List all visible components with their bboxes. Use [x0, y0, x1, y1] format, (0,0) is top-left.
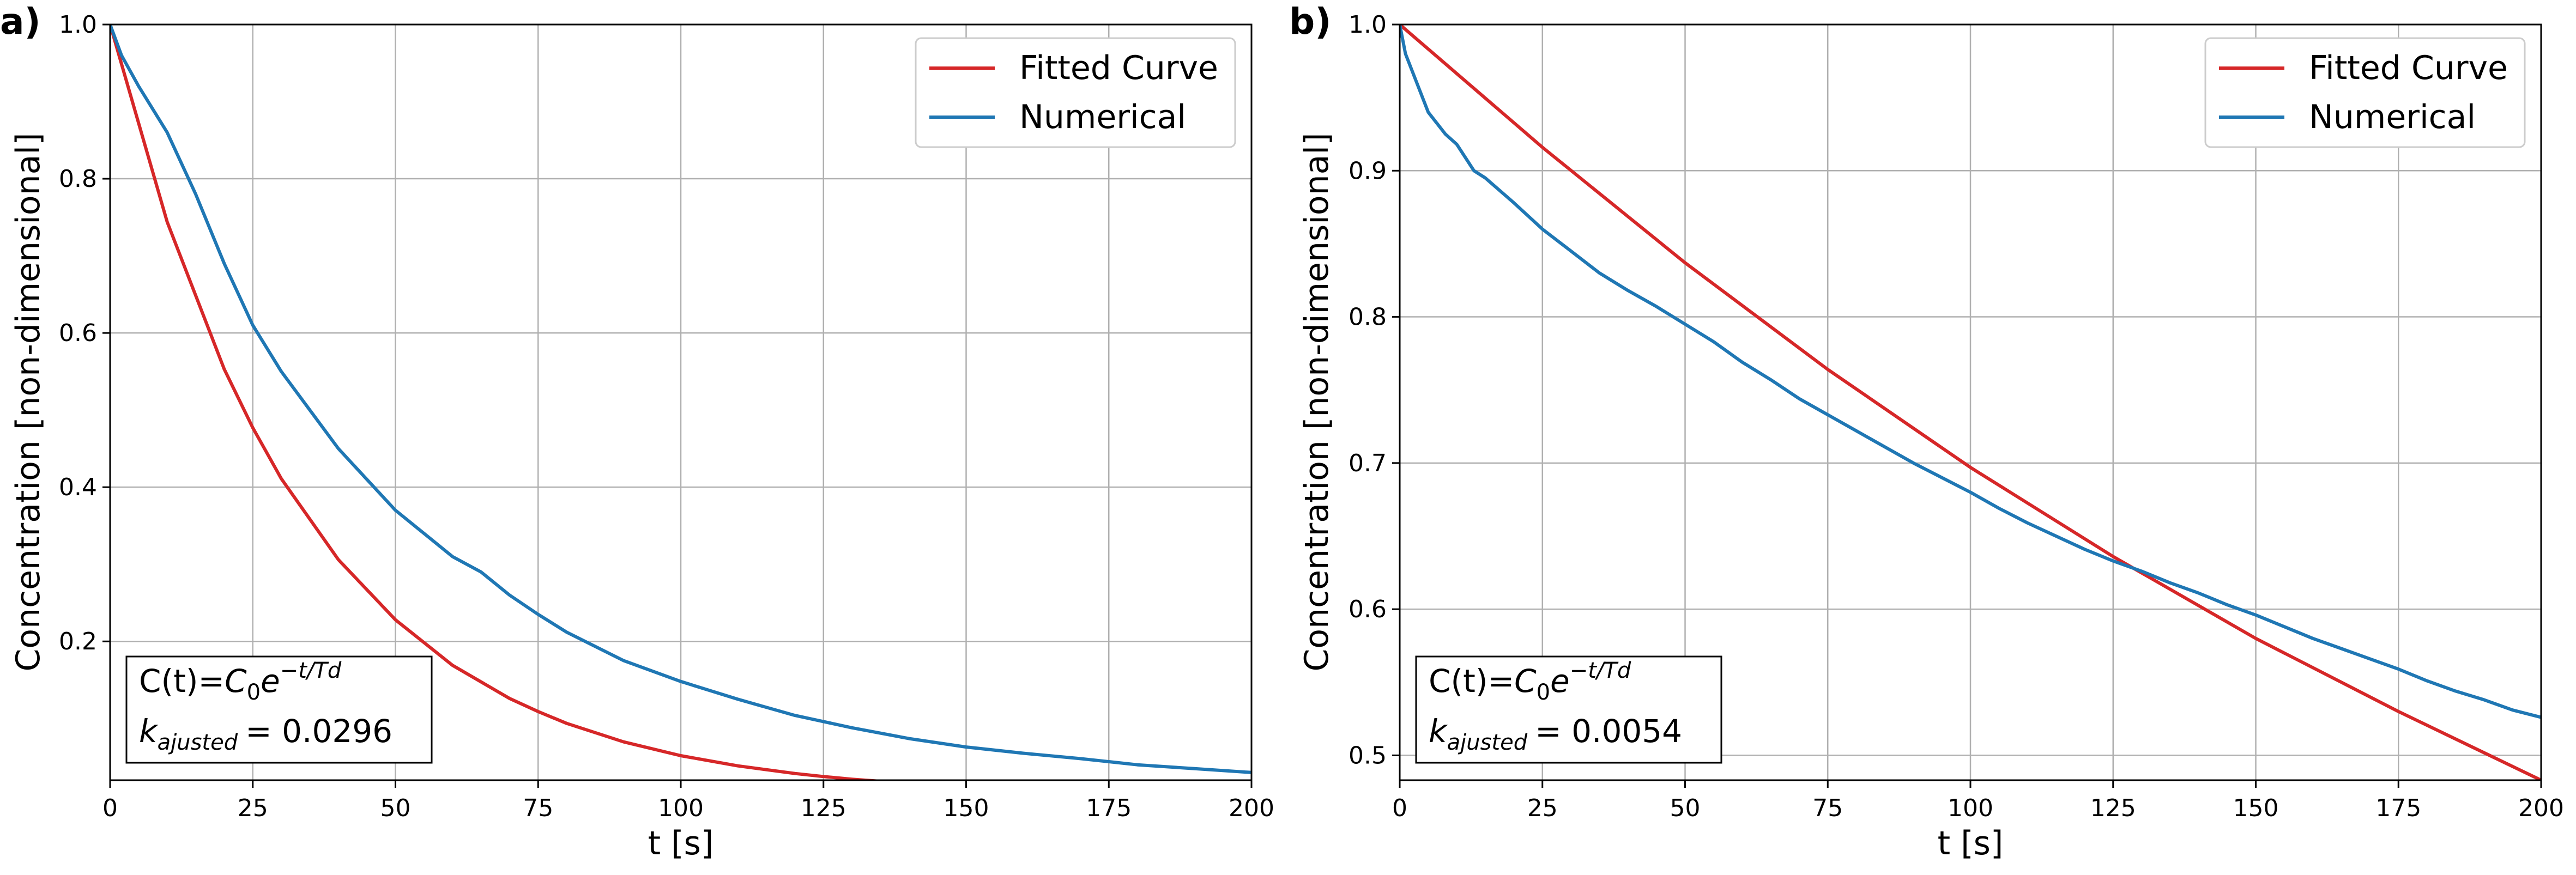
- y-axis-label: Concentration [non-dimensional]: [9, 132, 47, 671]
- legend-box: [915, 37, 1236, 148]
- x-tick-label: 200: [1229, 794, 1274, 822]
- legend-label-fitted-curve: Fitted Curve: [2309, 49, 2508, 87]
- legend: Fitted Curve Numerical: [915, 37, 1236, 148]
- legend-label-numerical: Numerical: [2309, 98, 2476, 136]
- y-tick-label: 0.2: [59, 628, 97, 655]
- x-tick-label: 25: [1527, 794, 1558, 822]
- x-tick-label: 150: [944, 794, 989, 822]
- x-tick-label: 175: [1086, 794, 1132, 822]
- x-tick-label: 50: [1670, 794, 1701, 822]
- k-adjusted-text: kajusted = 0.0054: [1429, 713, 1682, 755]
- y-tick-label: 0.7: [1349, 449, 1387, 477]
- x-tick-label: 125: [801, 794, 846, 822]
- y-tick-label: 0.9: [1349, 157, 1387, 185]
- y-tick-label: 0.6: [59, 319, 97, 347]
- x-axis-label: t [s]: [648, 824, 714, 862]
- x-tick-label: 50: [380, 794, 411, 822]
- x-tick-label: 100: [1948, 794, 1993, 822]
- annotation-box: C(t)=C0e−t/Td kajusted = 0.0296: [125, 655, 433, 764]
- panel-label: a): [0, 1, 41, 42]
- annotation-frame: [125, 655, 433, 764]
- y-axis-ticks: 0.5 0.6 0.7 0.8 0.9 1.0: [1349, 11, 1400, 769]
- y-tick-label: 0.4: [59, 473, 97, 501]
- x-axis-ticks: 0 25 50 75 100 125 150 175 200: [102, 780, 1274, 822]
- series-line-numerical: [1400, 25, 2541, 719]
- k-adjusted-text: kajusted = 0.0296: [139, 713, 392, 755]
- legend-label-fitted-curve: Fitted Curve: [1019, 49, 1218, 87]
- y-tick-label: 0.8: [59, 165, 97, 193]
- annotation-box: C(t)=C0e−t/Td kajusted = 0.0054: [1415, 655, 1722, 764]
- x-tick-label: 0: [102, 794, 118, 822]
- legend: Fitted Curve Numerical: [2204, 37, 2526, 148]
- y-tick-label: 0.6: [1349, 596, 1387, 623]
- x-tick-label: 25: [238, 794, 268, 822]
- x-tick-label: 75: [523, 794, 553, 822]
- x-tick-label: 150: [2233, 794, 2279, 822]
- annotation-frame: [1415, 655, 1722, 764]
- series-lines: [1400, 25, 2541, 780]
- x-axis-label: t [s]: [1938, 824, 2004, 862]
- panel-label: b): [1289, 1, 1331, 42]
- series-line-fitted-curve: [1400, 25, 2541, 780]
- legend-label-numerical: Numerical: [1019, 98, 1186, 136]
- panel-a: a) 0 25 50 75 100 125 150 175 200 0.2 0.4 0.6 0.8 1.…: [0, 1, 1274, 862]
- x-tick-label: 175: [2375, 794, 2421, 822]
- y-tick-label: 1.0: [1349, 11, 1387, 39]
- y-axis-label: Concentration [non-dimensional]: [1298, 132, 1336, 671]
- series-line-fitted-curve: [110, 25, 888, 780]
- x-tick-label: 125: [2090, 794, 2136, 822]
- formula-text: C(t)=C0e−t/Td: [1429, 658, 1631, 705]
- x-tick-label: 100: [658, 794, 704, 822]
- y-tick-label: 0.5: [1349, 742, 1387, 769]
- y-axis-ticks: 0.2 0.4 0.6 0.8 1.0: [59, 11, 110, 655]
- y-tick-label: 1.0: [59, 11, 97, 39]
- panel-b: b) 0 25 50 75 100 125 150 175 200 0.50.60.70.80.…: [1289, 1, 2564, 862]
- x-tick-label: 75: [1812, 794, 1843, 822]
- x-tick-label: 200: [2518, 794, 2564, 822]
- series-lines: [110, 25, 1251, 780]
- x-axis-ticks: 0 25 50 75 100 125 150 175 200: [1392, 780, 2564, 822]
- x-tick-label: 0: [1392, 794, 1407, 822]
- legend-box: [2204, 37, 2526, 148]
- series-line-numerical: [110, 25, 1251, 774]
- formula-text: C(t)=C0e−t/Td: [139, 658, 342, 705]
- y-tick-label: 0.8: [1349, 303, 1387, 331]
